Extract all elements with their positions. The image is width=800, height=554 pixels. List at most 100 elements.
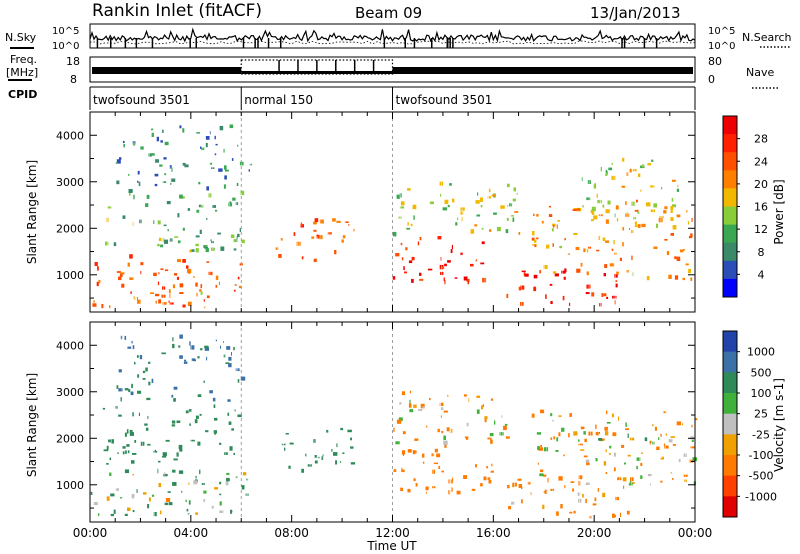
echo-cell [395,441,400,445]
echo-cell [168,502,173,506]
noise-sky-series [89,27,696,43]
echo-cell [403,266,405,271]
echo-cell [106,445,109,451]
echo-cell [591,211,595,215]
echo-cell [501,415,503,418]
echo-cell [513,187,516,192]
echo-cell [179,283,184,288]
echo-cell [636,457,641,461]
echo-cell [150,292,155,294]
echo-cell [521,499,523,504]
echo-cell [691,424,693,428]
echo-cell [496,227,501,232]
echo-cell [660,433,662,437]
echo-cell [107,206,112,209]
echo-cell [138,412,140,417]
y-tick-label: 2000 [56,432,84,445]
echo-cell [188,409,192,412]
echo-cell [419,278,424,281]
echo-cell [631,255,633,260]
echo-cell [694,418,698,421]
echo-cell [434,448,438,453]
echo-cell [622,227,625,231]
echo-cell [172,482,177,486]
x-tick-label: 20:00 [577,526,612,540]
echo-cell [348,223,350,226]
echo-cell [127,507,131,511]
echo-cell [533,213,535,216]
velocity-colorbar-label: Velocity [m s-1] [772,378,786,472]
echo-cell [507,205,509,207]
nave-label: Nave [746,66,774,79]
echo-cell [191,358,196,361]
echo-cell [236,183,239,186]
echo-cell [419,237,422,241]
echo-cell [153,512,157,517]
echo-cell [540,409,545,414]
echo-cell [340,461,342,463]
echo-cell [606,422,611,424]
echo-cell [219,481,222,485]
echo-cell [314,455,317,458]
echo-cell [572,209,578,211]
colorbar-tick-label: -25 [752,428,770,441]
echo-cell [408,260,413,264]
echo-cell [319,219,324,224]
echo-cell [195,512,198,515]
echo-cell [521,270,526,273]
echo-cell [444,443,447,448]
echo-cell [626,270,629,273]
echo-cell [598,214,603,217]
echo-cell [213,430,217,434]
echo-cell [593,184,597,189]
echo-cell [661,456,664,459]
cpid-segment-label: twofsound 3501 [93,93,190,107]
echo-cell [460,211,464,215]
echo-cell [651,159,654,162]
echo-cell [560,504,563,509]
echo-cell [540,445,542,448]
echo-cell [92,303,97,307]
echo-cell [145,367,148,372]
echo-cell [129,429,133,433]
echo-cell [195,248,199,253]
echo-cell [628,483,633,486]
echo-cell [578,443,583,446]
echo-cell [94,262,98,266]
echo-cell [627,433,629,438]
echo-cell [179,292,184,294]
echo-cell [586,271,589,276]
echo-cell [578,475,583,480]
freq-series-c [392,67,693,74]
freq-trace [92,59,693,75]
echo-cell [615,283,618,288]
echo-cell [187,301,192,306]
echo-cell [132,141,136,145]
echo-cell [188,272,191,275]
echo-cell [533,286,537,292]
echo-cell [588,246,592,249]
echo-cell [219,493,222,496]
echo-cell [336,220,341,223]
colorbar-swatch [723,455,737,477]
echo-cell [305,453,307,457]
colorbar-tick-label: -500 [749,470,774,483]
echo-cell [598,235,601,240]
echo-cell [223,148,225,153]
echo-cell [691,439,694,442]
echo-cell [674,275,679,280]
echo-cell [218,281,220,285]
echo-cell [199,229,202,234]
noise-search-series [89,40,696,45]
echo-cell [670,472,672,474]
echo-cell [404,271,408,274]
echo-cell [169,293,171,298]
echo-cell [233,346,235,351]
echo-cell [432,486,436,489]
echo-cell [656,446,660,450]
echo-cell [466,278,470,282]
colorbar-tick-label: 24 [754,155,768,168]
echo-cell [627,454,631,457]
echo-cell [313,258,317,262]
echo-cell [220,345,221,349]
